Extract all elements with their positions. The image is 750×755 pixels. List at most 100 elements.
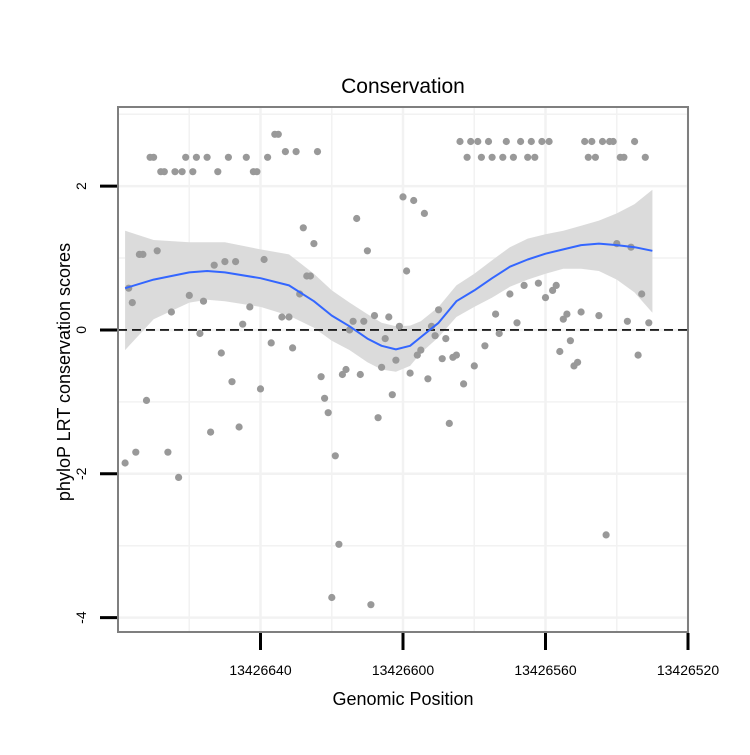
data-point	[602, 531, 610, 539]
data-point	[534, 279, 543, 287]
data-point	[435, 306, 443, 314]
data-point	[313, 148, 322, 156]
data-point	[253, 168, 261, 176]
data-point	[353, 214, 361, 223]
data-point	[399, 193, 407, 201]
data-point	[566, 337, 575, 345]
data-point	[374, 414, 382, 422]
data-point	[210, 261, 218, 269]
data-point	[356, 370, 364, 379]
data-point	[132, 448, 140, 456]
data-point	[574, 358, 582, 366]
data-point	[199, 297, 208, 305]
data-point	[207, 428, 215, 436]
chart-title: Conservation	[341, 75, 465, 98]
confidence-band	[125, 189, 653, 372]
data-point	[634, 351, 642, 359]
data-point	[556, 347, 564, 356]
data-point	[178, 168, 186, 176]
data-point	[502, 137, 510, 146]
data-point	[445, 419, 453, 427]
y-tick-label: -2	[73, 467, 89, 480]
data-point	[509, 153, 517, 161]
data-point	[310, 240, 318, 248]
data-point	[321, 394, 329, 402]
data-point	[338, 370, 346, 379]
data-point	[139, 250, 147, 258]
scatter-points	[121, 130, 653, 609]
y-tick-label: -4	[73, 611, 89, 624]
data-point	[182, 153, 190, 161]
data-point	[545, 137, 553, 146]
data-point	[189, 168, 197, 176]
data-point	[456, 137, 464, 146]
data-point	[609, 137, 617, 146]
x-axis-label: Genomic Position	[332, 689, 473, 709]
data-point	[395, 322, 403, 330]
data-point	[246, 303, 254, 311]
data-point	[167, 308, 175, 316]
data-point	[370, 312, 379, 320]
data-point	[541, 294, 550, 302]
data-point	[392, 356, 400, 364]
x-tick-label: 13426600	[372, 662, 435, 678]
data-point	[527, 137, 535, 146]
data-point	[342, 365, 350, 374]
data-point	[331, 452, 339, 460]
data-point	[360, 317, 368, 325]
data-point	[520, 281, 528, 289]
data-point	[224, 153, 232, 161]
data-point	[128, 299, 136, 307]
data-point	[388, 391, 396, 399]
data-point	[335, 540, 343, 548]
data-point	[299, 224, 307, 232]
data-point	[185, 291, 193, 299]
x-tick-label: 13426520	[657, 662, 720, 678]
data-point	[256, 385, 265, 393]
data-point	[499, 153, 507, 161]
data-point	[196, 329, 204, 338]
data-point	[506, 290, 514, 298]
data-point	[171, 168, 179, 176]
data-point	[221, 258, 229, 266]
data-point	[175, 473, 183, 481]
data-point	[513, 319, 521, 327]
data-point	[463, 153, 471, 161]
data-point	[235, 423, 243, 431]
data-point	[488, 153, 496, 161]
data-point	[591, 153, 600, 161]
data-point	[317, 373, 325, 381]
data-point	[470, 362, 478, 370]
data-point	[285, 313, 293, 321]
data-point	[424, 375, 432, 383]
data-point	[623, 317, 632, 325]
data-point	[620, 153, 628, 161]
data-point	[460, 380, 468, 388]
data-point	[524, 153, 532, 161]
data-point	[306, 272, 314, 280]
data-point	[328, 593, 336, 602]
data-point	[641, 153, 649, 161]
data-point	[289, 344, 297, 352]
data-point	[442, 335, 450, 343]
data-point	[381, 335, 389, 343]
data-point	[217, 349, 225, 357]
data-point	[403, 267, 411, 275]
data-point	[349, 317, 357, 325]
y-tick-label: 2	[73, 182, 89, 190]
data-point	[232, 258, 240, 266]
data-point	[417, 346, 425, 354]
data-point	[192, 153, 200, 161]
data-point	[142, 396, 151, 404]
data-point	[563, 310, 571, 318]
data-point	[531, 153, 539, 161]
smooth-line	[124, 242, 653, 351]
data-point	[406, 369, 414, 377]
data-point	[153, 247, 161, 255]
x-tick-label: 13426560	[514, 662, 577, 678]
data-point	[452, 351, 460, 359]
data-point	[631, 137, 639, 146]
panel-border	[117, 106, 689, 633]
